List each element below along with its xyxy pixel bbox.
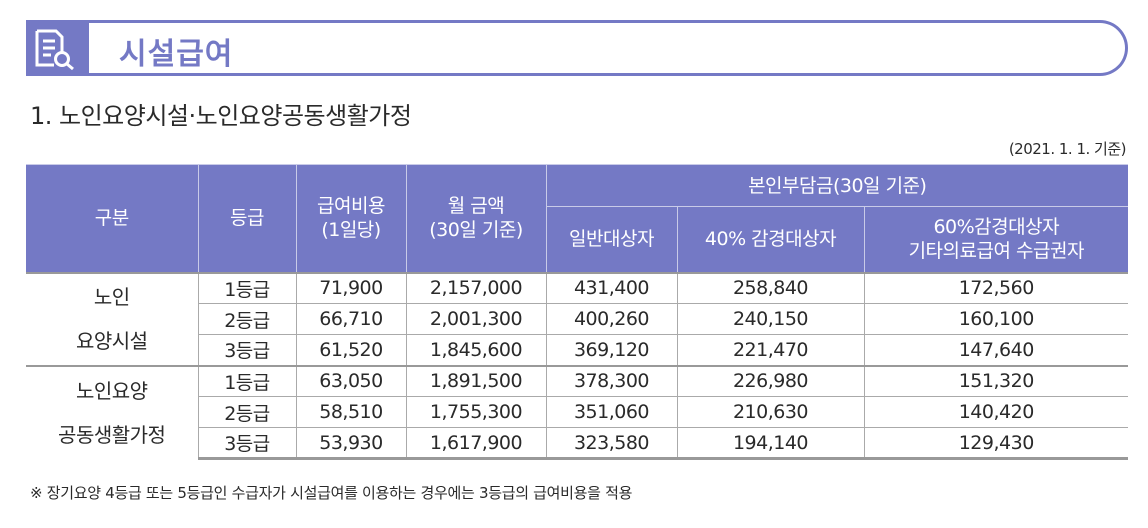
cell-grade: 3등급 (198, 334, 297, 366)
cell-reduced60: 151,320 (863, 364, 1129, 397)
cell-grade: 2등급 (198, 303, 297, 335)
group-label-line2: 공동생활가정 (58, 422, 166, 447)
cell-general: 369,120 (545, 334, 678, 366)
table-row: 3등급 61,520 1,845,600 369,120 221,470 147… (26, 334, 1129, 366)
title-frame: 시설급여 (84, 20, 1128, 76)
header-daily-cost: 급여비용 (1일당) (295, 164, 407, 273)
cell-reduced40: 226,980 (676, 364, 865, 397)
cell-grade: 1등급 (197, 364, 297, 397)
group-label-line2: 요양시설 (75, 329, 148, 353)
header-copay-40: 40% 감경대상자 (676, 206, 865, 273)
document-search-icon (26, 20, 84, 76)
header-daily-cost-line1: 급여비용 (317, 195, 385, 218)
header-copay-group: 본인부담금(30일 기준) (545, 164, 1129, 207)
cell-monthly: 1,891,500 (405, 364, 547, 397)
header-category: 구분 (26, 164, 199, 273)
cell-general: 323,580 (545, 427, 678, 460)
group-label-line1: 노인요양 (75, 378, 148, 403)
header-monthly-line2: (30일 기준) (429, 219, 523, 242)
cell-general: 431,400 (545, 271, 678, 304)
cell-monthly: 1,617,900 (405, 427, 547, 460)
cell-monthly: 1,755,300 (405, 396, 547, 428)
section-title-bar: 시설급여 (26, 20, 1128, 76)
footnote: ※ 장기요양 4등급 또는 5등급인 수급자가 시설급여를 이용하는 경우에는 … (30, 484, 633, 502)
table-row: 노인 요양시설 1등급 71,900 2,157,000 431,400 258… (26, 271, 1129, 366)
benefit-table: 구분 등급 급여비용 (1일당) 월 금액 (30일 기준) 본인부담금(30일… (26, 164, 1129, 460)
cell-monthly: 1,845,600 (405, 334, 547, 366)
table-row: 3등급 53,930 1,617,900 323,580 194,140 129… (26, 427, 1129, 460)
table-row: 2등급 58,510 1,755,300 351,060 210,630 140… (26, 396, 1129, 428)
cell-grade: 1등급 (197, 271, 297, 304)
cell-reduced60: 147,640 (863, 334, 1129, 366)
cell-monthly: 2,001,300 (405, 303, 547, 335)
group-label: 노인요양 공동생활가정 (26, 364, 199, 459)
cell-reduced40: 221,470 (676, 334, 865, 366)
cell-reduced40: 258,840 (676, 271, 865, 304)
cell-monthly: 2,157,000 (405, 271, 547, 304)
table-row: 2등급 66,710 2,001,300 400,260 240,150 160… (26, 303, 1129, 335)
cell-reduced40: 240,150 (676, 303, 865, 335)
table-row: 노인요양 공동생활가정 1등급 63,050 1,891,500 378,300… (26, 364, 1129, 459)
cell-daily: 63,050 (295, 364, 407, 397)
cell-general: 400,260 (545, 303, 678, 335)
cell-reduced60: 129,430 (863, 427, 1129, 460)
header-copay-60: 60%감경대상자 기타의료급여 수급권자 (863, 206, 1129, 273)
cell-reduced60: 160,100 (863, 303, 1129, 335)
group-label: 노인 요양시설 (26, 271, 199, 366)
cell-reduced60: 172,560 (863, 271, 1129, 304)
cell-general: 351,060 (545, 396, 678, 428)
cell-reduced40: 194,140 (676, 427, 865, 460)
cell-reduced60: 140,420 (863, 396, 1129, 428)
section-heading: 1. 노인요양시설·노인요양공동생활가정 (30, 102, 412, 130)
header-copay-60-line2: 기타의료급여 수급권자 (908, 240, 1085, 263)
page-title: 시설급여 (119, 37, 234, 72)
cell-daily: 71,900 (295, 271, 407, 304)
cell-general: 378,300 (545, 364, 678, 397)
base-date: (2021. 1. 1. 기준) (1008, 140, 1127, 158)
cell-reduced40: 210,630 (676, 396, 865, 428)
cell-daily: 66,710 (295, 303, 407, 335)
header-grade: 등급 (197, 164, 297, 273)
header-copay-general: 일반대상자 (546, 206, 678, 273)
cell-daily: 53,930 (295, 427, 407, 460)
cell-daily: 58,510 (295, 396, 407, 428)
header-monthly-line1: 월 금액 (447, 195, 505, 218)
group-label-line1: 노인 (93, 285, 130, 309)
cell-grade: 3등급 (198, 427, 297, 460)
cell-daily: 61,520 (295, 334, 407, 366)
header-copay-60-line1: 60%감경대상자 (933, 216, 1060, 239)
cell-grade: 2등급 (198, 396, 297, 428)
header-monthly: 월 금액 (30일 기준) (405, 164, 547, 273)
header-daily-cost-line2: (1일당) (321, 219, 381, 242)
